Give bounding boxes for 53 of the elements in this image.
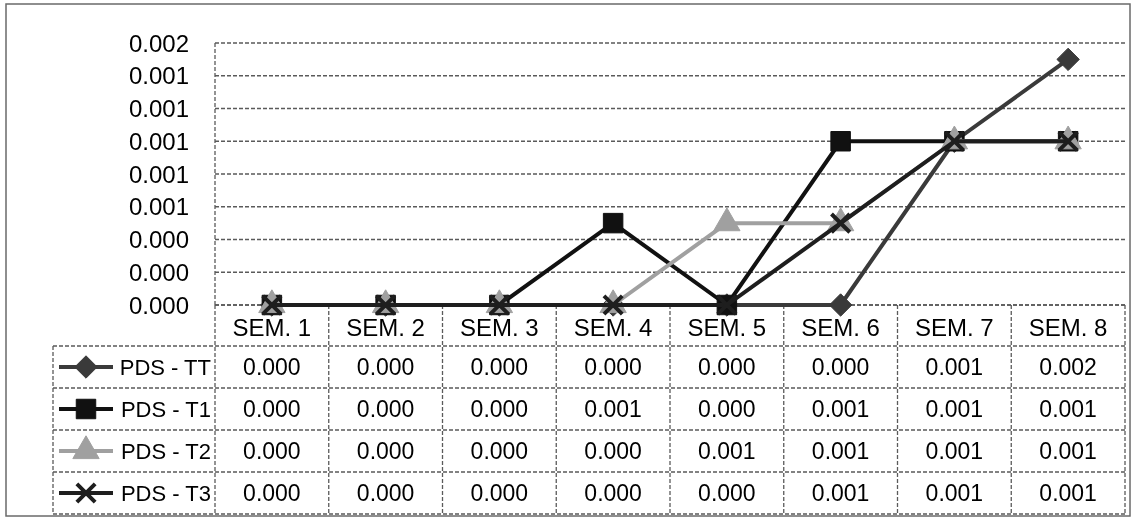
data-label: 0.001	[811, 396, 870, 422]
data-label: 0.000	[584, 438, 642, 464]
data-label: 0.000	[470, 480, 529, 506]
data-label: 0.000	[243, 480, 301, 506]
data-label: 0.001	[925, 396, 984, 422]
data-label: 0.000	[811, 354, 870, 380]
x-tick-label: SEM. 4	[573, 314, 653, 341]
data-label: 0.001	[811, 438, 870, 464]
legend-label: PDS - T1	[120, 396, 211, 422]
data-label: 0.000	[698, 480, 756, 506]
y-tick-label: 0.001	[128, 95, 189, 122]
data-label: 0.001	[698, 438, 756, 464]
data-label: 0.000	[356, 438, 415, 464]
data-label: 0.000	[584, 354, 642, 380]
data-label: 0.000	[470, 438, 529, 464]
legend-label: PDS - T3	[120, 480, 211, 506]
y-tick-label: 0.001	[128, 127, 189, 155]
data-label: 0.001	[1039, 438, 1097, 464]
data-label: 0.001	[925, 480, 984, 506]
data-label: 0.000	[584, 480, 642, 506]
x-tick-label: SEM. 7	[915, 314, 994, 341]
data-label: 0.000	[470, 354, 529, 380]
data-label: 0.001	[925, 354, 984, 380]
data-label: 0.000	[470, 396, 529, 422]
y-tick-label: 0.001	[128, 160, 189, 188]
y-tick-label: 0.001	[128, 62, 189, 90]
data-label: 0.000	[698, 354, 756, 380]
x-tick-label: SEM. 3	[460, 314, 539, 341]
x-tick-label: SEM. 2	[346, 314, 425, 341]
data-label: 0.000	[356, 354, 415, 380]
data-label: 0.000	[243, 354, 301, 380]
data-label: 0.002	[1039, 354, 1097, 380]
x-tick-label: SEM. 1	[232, 314, 312, 341]
y-tick-label: 0.001	[128, 193, 189, 221]
x-tick-label: SEM. 8	[1028, 314, 1108, 341]
data-label: 0.001	[1039, 480, 1097, 506]
y-tick-label: 0.000	[128, 258, 189, 286]
y-tick-label: 0.000	[128, 291, 189, 319]
data-label: 0.000	[243, 438, 301, 464]
y-tick-label: 0.000	[128, 226, 189, 253]
data-label: 0.000	[698, 396, 756, 422]
data-label: 0.000	[356, 480, 415, 506]
data-label: 0.001	[811, 480, 870, 506]
data-label: 0.001	[1039, 396, 1097, 422]
x-tick-label: SEM. 6	[801, 314, 880, 341]
y-tick-label: 0.002	[128, 29, 189, 57]
data-label: 0.000	[356, 396, 415, 422]
x-tick-label: SEM. 5	[687, 314, 767, 341]
legend-label: PDS - TT	[119, 354, 211, 380]
data-label: 0.001	[925, 438, 984, 464]
data-label: 0.001	[584, 396, 642, 422]
legend-label: PDS - T2	[120, 438, 211, 464]
data-label: 0.000	[243, 396, 301, 422]
